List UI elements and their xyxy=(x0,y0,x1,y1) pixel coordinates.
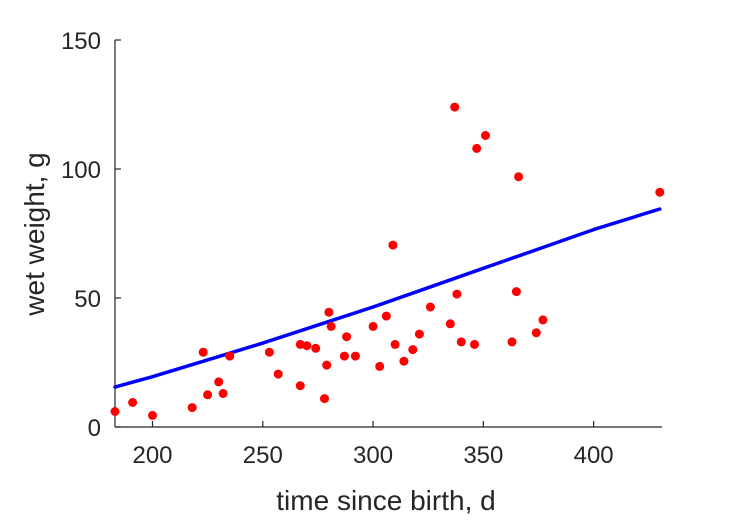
data-point xyxy=(381,311,391,321)
data-point xyxy=(324,307,334,317)
data-point xyxy=(655,187,665,197)
y-tick-label: 150 xyxy=(61,28,101,55)
y-tick-label: 50 xyxy=(74,286,101,313)
data-point xyxy=(110,407,120,416)
data-point xyxy=(342,332,352,342)
data-point xyxy=(481,131,490,140)
data-point xyxy=(425,302,435,312)
data-point xyxy=(531,328,541,338)
data-point xyxy=(414,329,424,339)
data-point xyxy=(375,361,385,371)
data-point xyxy=(538,315,548,325)
y-axis-label: wet weight, g xyxy=(19,152,50,316)
x-tick-label: 300 xyxy=(353,442,393,469)
axes: 200 250 300 350 400 0 50 100 150 xyxy=(61,28,662,469)
data-point xyxy=(456,337,466,347)
data-point xyxy=(302,341,312,351)
data-point xyxy=(350,351,360,361)
data-point xyxy=(322,360,332,370)
data-point xyxy=(214,377,224,387)
data-point xyxy=(311,343,321,353)
data-point xyxy=(507,337,517,347)
fit-curve xyxy=(113,207,662,389)
data-point xyxy=(452,289,462,299)
data-point xyxy=(470,339,479,349)
x-tick-label: 200 xyxy=(132,442,172,469)
data-point xyxy=(264,347,274,357)
data-point xyxy=(368,321,378,331)
y-tick-label: 100 xyxy=(61,157,101,184)
data-point xyxy=(326,321,336,331)
data-point xyxy=(388,240,398,250)
data-point xyxy=(225,351,235,361)
fit-line-layer xyxy=(113,207,662,389)
y-tick-label: 0 xyxy=(88,415,101,442)
data-point xyxy=(339,351,349,361)
x-tick-label: 350 xyxy=(463,442,503,469)
x-axis-label: time since birth, d xyxy=(276,485,495,516)
x-tick-label: 250 xyxy=(243,442,283,469)
data-point xyxy=(514,172,524,182)
data-point xyxy=(390,339,400,349)
data-point xyxy=(408,345,418,355)
data-point xyxy=(218,389,228,398)
data-point xyxy=(320,394,329,404)
data-point xyxy=(399,356,409,366)
data-point xyxy=(445,319,455,329)
data-point xyxy=(472,143,482,153)
data-point xyxy=(273,369,283,379)
data-point xyxy=(128,398,138,407)
data-points-layer xyxy=(110,102,665,420)
data-point xyxy=(198,347,208,357)
data-point xyxy=(511,287,521,297)
data-point xyxy=(187,403,197,413)
x-tick-label: 400 xyxy=(574,442,614,469)
data-point xyxy=(295,381,305,391)
data-point xyxy=(203,390,213,400)
data-point xyxy=(450,102,460,112)
data-point xyxy=(148,410,157,420)
